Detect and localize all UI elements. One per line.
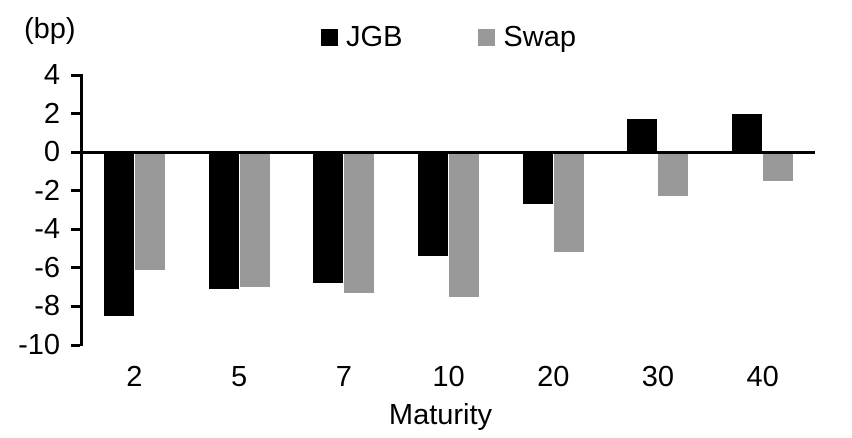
x-axis-title: Maturity (388, 399, 493, 431)
y-axis-unit-label: (bp) (24, 13, 76, 45)
bar-jgb-maturity-7 (313, 152, 344, 284)
y-tick-mark-0 (71, 150, 80, 154)
bar-swap-maturity-10 (449, 152, 479, 297)
legend-label-swap: Swap (503, 21, 576, 53)
x-tick-label-10: 10 (432, 361, 465, 393)
y-tick-mark--4 (71, 227, 80, 231)
bar-jgb-maturity-10 (418, 152, 448, 257)
bar-jgb-maturity-20 (522, 152, 553, 205)
bar-swap-maturity-20 (553, 152, 584, 253)
legend: JGB Swap (82, 20, 815, 54)
bar-swap-maturity-30 (658, 152, 689, 197)
bar-swap-maturity-2 (134, 152, 165, 270)
legend-label-jgb: JGB (346, 21, 403, 53)
bar-jgb-maturity-5 (208, 152, 239, 290)
x-tick-label-30: 30 (641, 361, 675, 393)
legend-item-jgb: JGB (321, 20, 402, 54)
bar-swap-maturity-40 (763, 152, 794, 182)
y-tick-mark--6 (71, 266, 80, 270)
zero-baseline (80, 150, 815, 154)
y-tick-label--2: -2 (34, 174, 60, 207)
y-axis-line (80, 74, 83, 346)
y-tick-label--10: -10 (18, 329, 60, 361)
legend-swatch-jgb-icon (321, 28, 339, 46)
x-tick-label-20: 20 (537, 361, 570, 393)
bar-jgb-maturity-40 (732, 113, 763, 153)
y-tick-label-4: 4 (43, 59, 60, 91)
x-tick-label-40: 40 (746, 361, 779, 393)
x-tick-label-7: 7 (335, 361, 352, 393)
x-tick-label-5: 5 (230, 361, 248, 393)
y-tick-label--8: -8 (34, 290, 60, 323)
plot-area (82, 75, 815, 345)
bar-swap-maturity-5 (239, 152, 270, 288)
y-tick-label-2: 2 (43, 97, 60, 130)
y-tick-mark--8 (71, 304, 80, 308)
y-tick-label--4: -4 (34, 213, 60, 246)
y-tick-label--6: -6 (34, 251, 60, 284)
x-tick-label-2: 2 (126, 361, 143, 393)
legend-item-swap: Swap (478, 20, 576, 54)
y-tick-mark-2 (71, 112, 80, 116)
bar-jgb-maturity-30 (627, 119, 658, 153)
legend-swatch-swap-icon (478, 28, 496, 46)
y-tick-label-0: 0 (43, 136, 60, 169)
bar-swap-maturity-7 (344, 152, 375, 293)
y-tick-mark--2 (71, 189, 80, 193)
y-tick-mark--10 (71, 343, 80, 347)
bar-jgb-maturity-2 (103, 152, 134, 317)
y-tick-mark-4 (71, 73, 80, 77)
